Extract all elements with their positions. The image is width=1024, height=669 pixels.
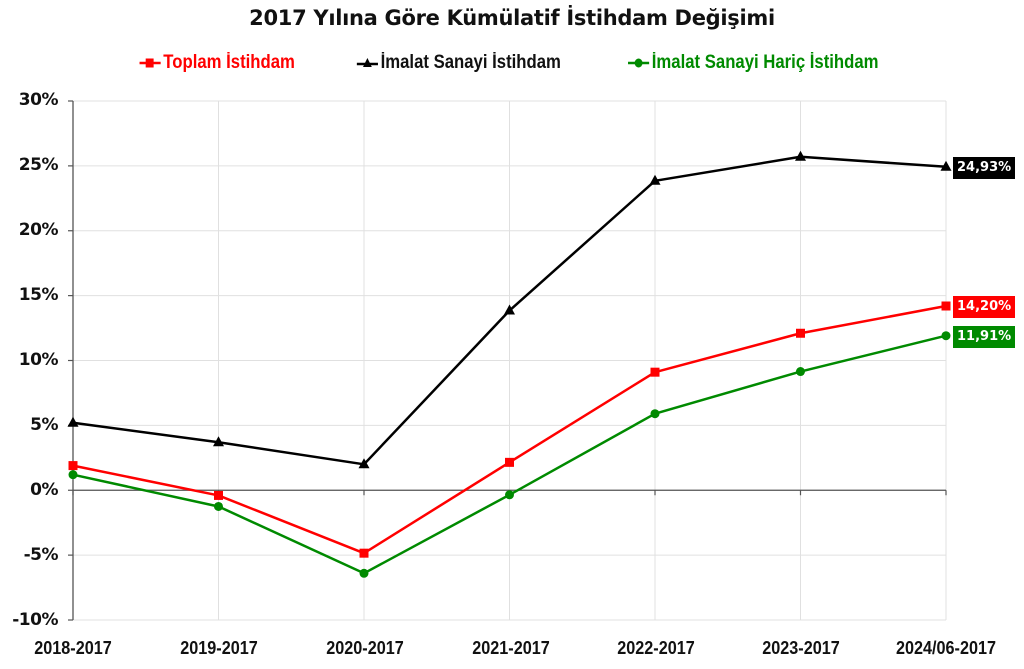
end-label-toplam: 14,20% <box>953 296 1016 318</box>
x-tick-label: 2023-2017 <box>762 638 840 658</box>
legend-item-imalat: İmalat Sanayi İstihdam <box>355 52 560 74</box>
legend-label: İmalat Sanayi İstihdam <box>380 52 561 73</box>
y-tick-label: 5% <box>30 415 58 435</box>
x-tick-label: 2020-2017 <box>326 638 404 658</box>
end-label-imalat: 24,93% <box>953 157 1016 179</box>
legend-label: İmalat Sanayi Hariç İstihdam <box>652 52 879 73</box>
x-tick-label: 2021-2017 <box>472 638 550 658</box>
y-tick-label: 0% <box>30 480 58 500</box>
square-marker-icon <box>139 58 161 68</box>
y-tick-label: 25% <box>18 155 59 175</box>
legend-item-haric: İmalat Sanayi Hariç İstihdam <box>628 52 879 74</box>
legend-item-toplam: Toplam İstihdam <box>139 52 295 74</box>
legend: Toplam İstihdam İmalat Sanayi İstihdam İ… <box>0 52 1024 74</box>
x-tick-label: 2019-2017 <box>180 638 258 658</box>
triangle-marker-icon <box>356 58 378 67</box>
series-lines <box>67 150 952 578</box>
y-tick-label: 20% <box>18 220 59 240</box>
circle-marker-icon <box>628 58 650 68</box>
chart-title: 2017 Yılına Göre Kümülatif İstihdam Deği… <box>249 6 775 30</box>
x-tick-label: 2018-2017 <box>34 638 112 658</box>
x-tick-label: 2022-2017 <box>617 638 695 658</box>
y-tick-label: 15% <box>18 285 59 305</box>
y-tick-label: -10% <box>12 610 58 630</box>
y-tick-label: 10% <box>18 350 59 370</box>
x-tick-label: 2024/06-2017 <box>895 638 996 658</box>
axes <box>68 100 947 621</box>
y-tick-label: -5% <box>23 545 59 565</box>
y-tick-label: 30% <box>18 90 59 110</box>
legend-label: Toplam İstihdam <box>163 52 295 73</box>
end-label-haric: 11,91% <box>953 326 1016 348</box>
gridlines <box>73 100 947 621</box>
